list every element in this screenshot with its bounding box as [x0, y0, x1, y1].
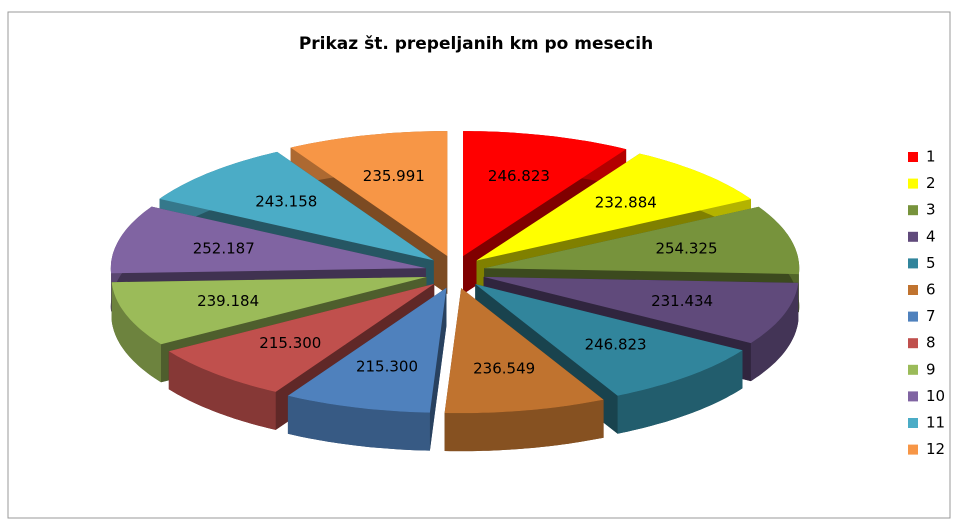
legend-label: 4 — [926, 227, 936, 245]
data-label: 246.823 — [585, 336, 647, 354]
slice-top — [168, 283, 435, 392]
pie-slice — [287, 287, 447, 451]
legend-swatch — [908, 285, 918, 295]
slice-top — [290, 131, 448, 257]
slice-top — [444, 288, 604, 414]
slice-top — [110, 206, 426, 274]
slice-wall — [617, 350, 743, 434]
legend-label: 6 — [926, 281, 936, 299]
legend-label: 11 — [926, 414, 945, 432]
slice-top — [111, 276, 427, 345]
slice-top — [287, 287, 447, 413]
legend-swatch — [908, 364, 918, 375]
legend-swatch — [908, 152, 918, 162]
legend-label: 9 — [926, 360, 936, 378]
data-label: 232.884 — [595, 194, 657, 212]
legend-label: 1 — [926, 148, 936, 166]
legend-swatch — [908, 391, 918, 402]
slice-top — [475, 284, 743, 396]
data-label: 215.300 — [356, 357, 418, 375]
pie-slice — [444, 288, 604, 452]
slice-top — [476, 153, 751, 261]
legend-label: 2 — [926, 174, 936, 192]
slice-wall — [287, 395, 430, 451]
chart-title: Prikaz št. prepeljanih km po mesecih — [299, 34, 653, 54]
data-label: 231.434 — [651, 292, 713, 310]
legend-swatch — [908, 178, 918, 189]
slice-top — [159, 151, 434, 261]
slice-wall — [168, 351, 276, 430]
slice-wall — [111, 282, 161, 383]
slice-wall — [444, 399, 604, 452]
legend-swatch — [908, 231, 918, 242]
data-label: 252.187 — [193, 239, 255, 257]
legend-swatch — [908, 338, 918, 349]
data-label: 236.549 — [473, 359, 535, 377]
legend-label: 12 — [926, 440, 945, 458]
data-label: 215.300 — [259, 334, 321, 352]
data-label: 239.184 — [197, 292, 259, 310]
slice-wall — [750, 282, 799, 382]
data-label: 254.325 — [655, 240, 717, 258]
legend-swatch — [908, 444, 918, 455]
slice-top — [463, 131, 627, 257]
legend-label: 5 — [926, 254, 936, 272]
slice-top — [483, 276, 799, 344]
data-label: 243.158 — [255, 193, 317, 211]
data-label: 246.823 — [488, 167, 550, 185]
legend-swatch — [908, 205, 918, 216]
legend-label: 7 — [926, 307, 936, 325]
legend-label: 3 — [926, 201, 936, 219]
data-label: 235.991 — [363, 167, 425, 185]
legend-swatch — [908, 418, 918, 428]
legend-swatch — [908, 311, 918, 322]
legend-swatch — [908, 258, 918, 269]
legend-label: 8 — [926, 334, 936, 352]
slice-top — [484, 206, 800, 275]
legend-label: 10 — [926, 387, 945, 405]
